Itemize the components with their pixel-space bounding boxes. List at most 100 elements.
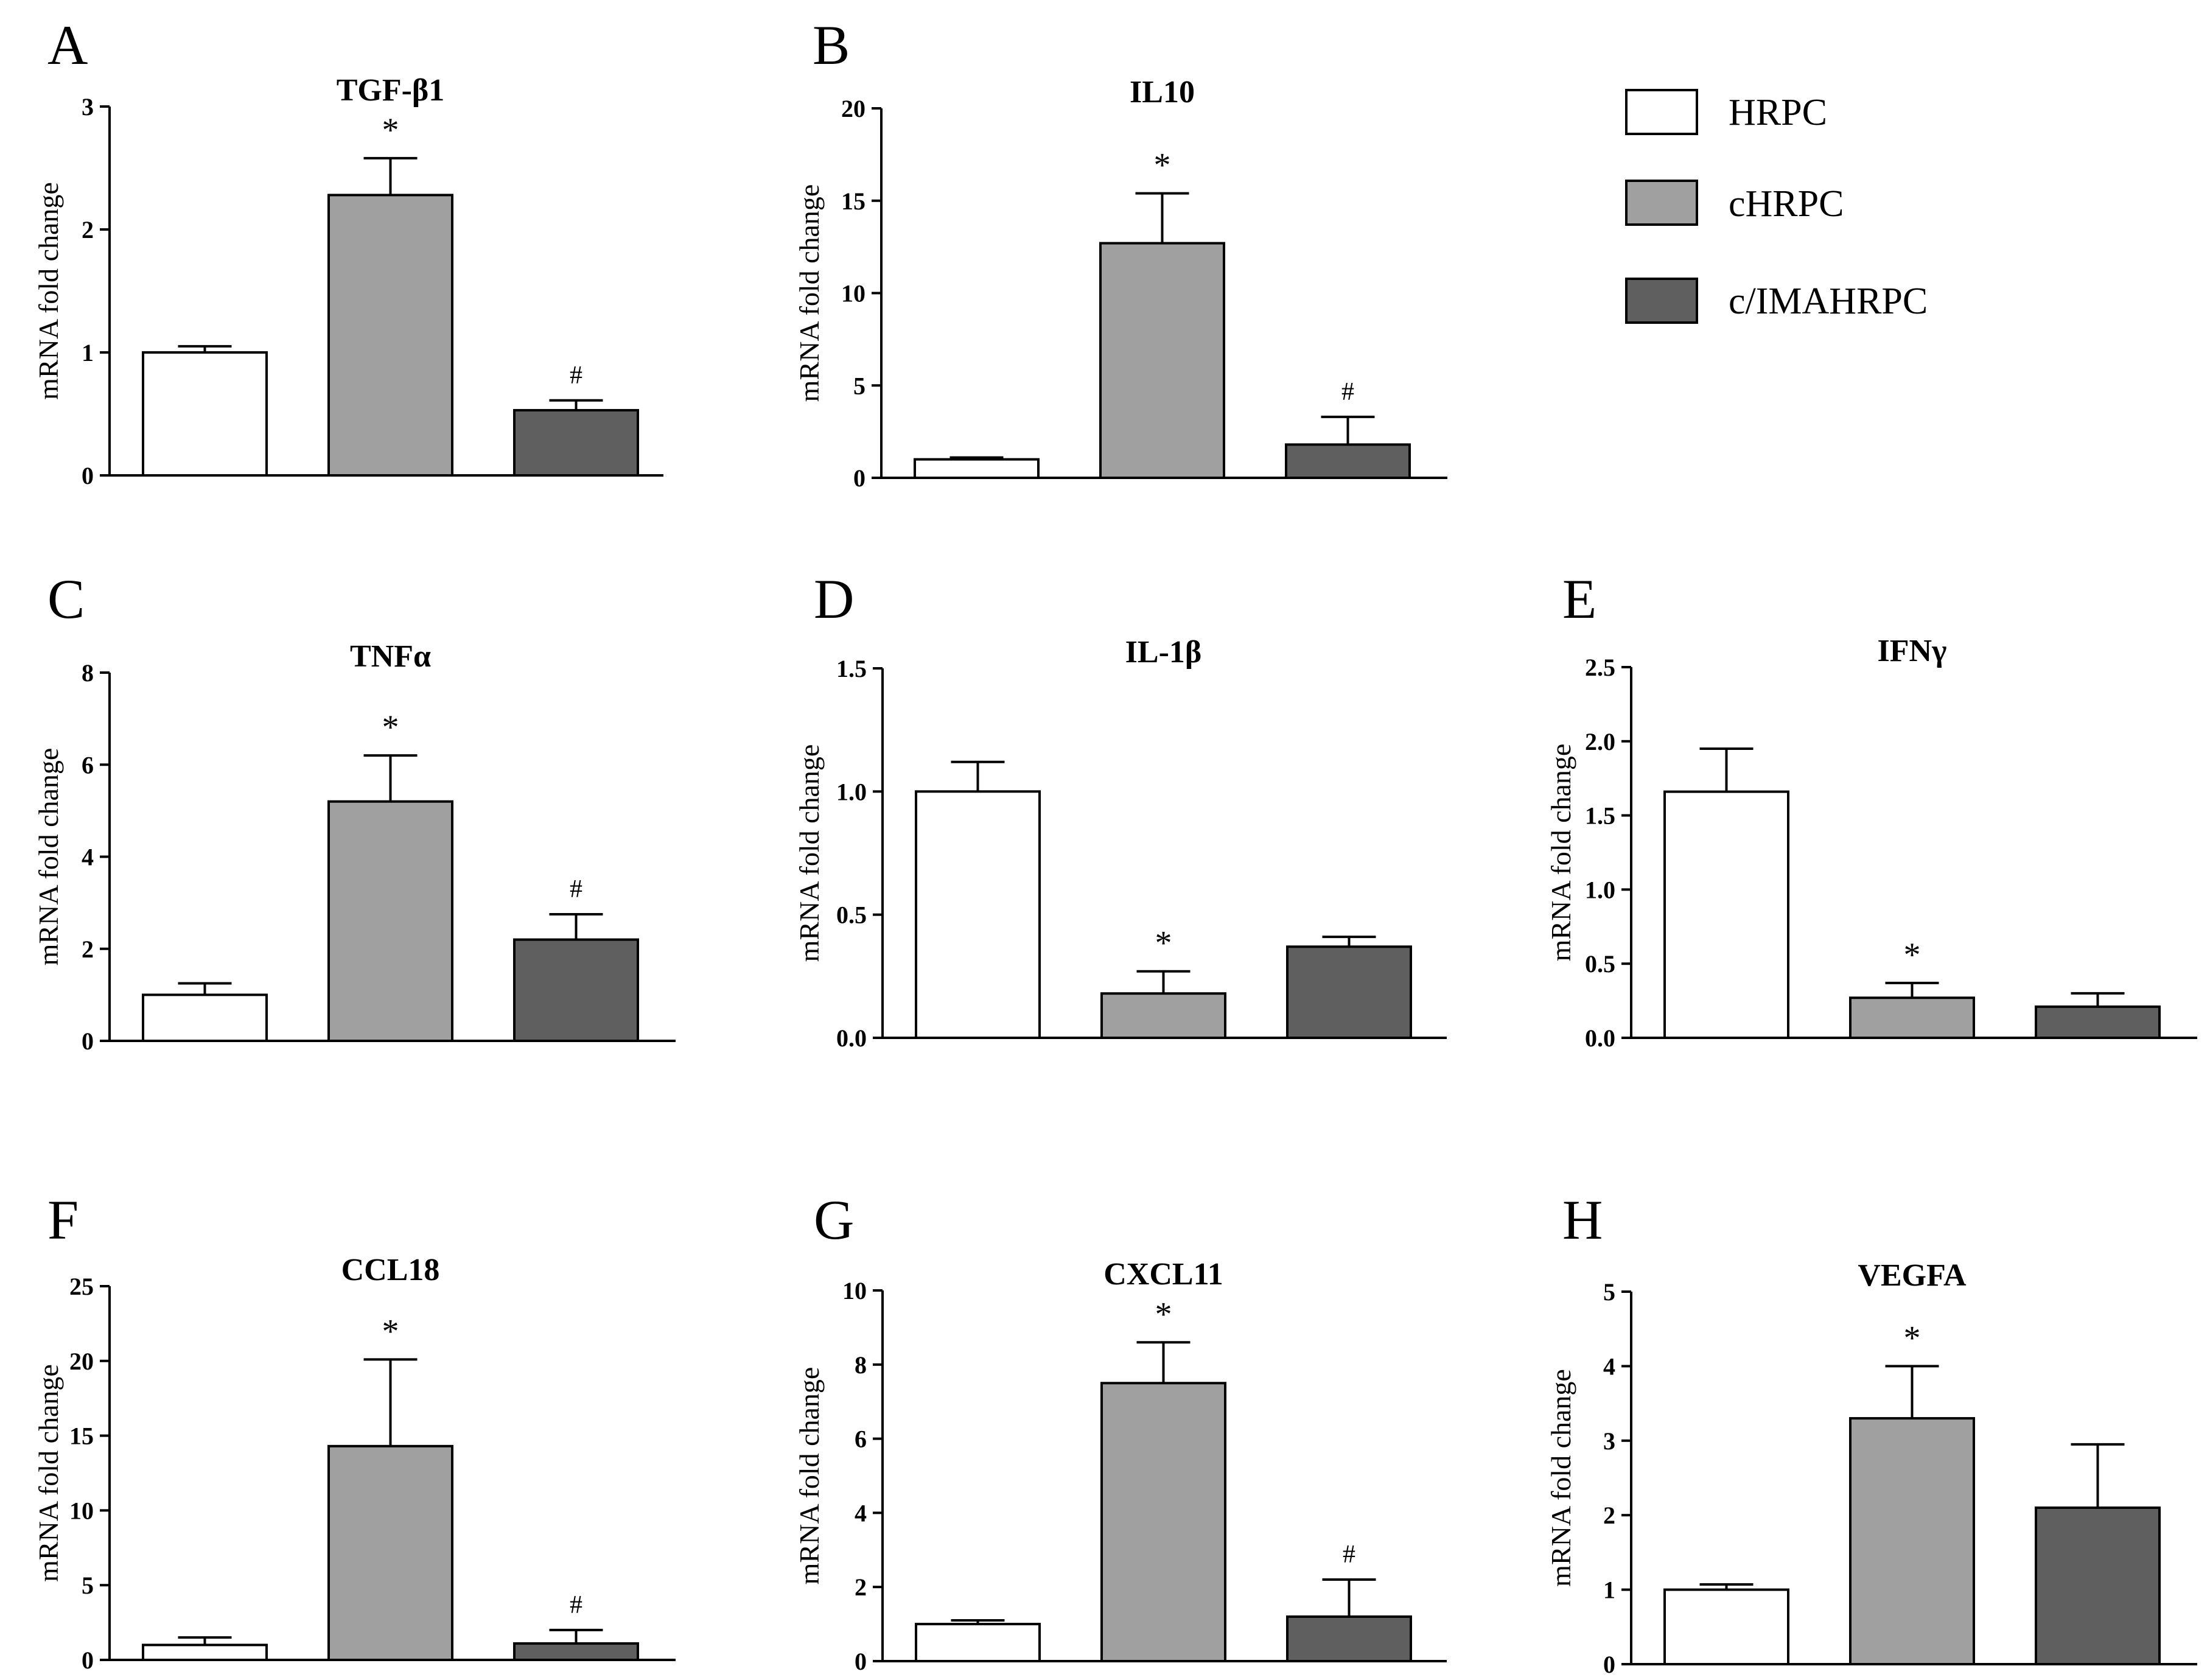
bar-e-0	[1663, 790, 1789, 1040]
panel-letter-a: A	[47, 14, 88, 76]
y-tick-label-c-3: 6	[82, 751, 94, 779]
panel-letter-b: B	[813, 14, 850, 76]
legend-label-hrpc: HRPC	[1729, 92, 1827, 133]
panel-e: E IFNγ mRNA fold change 0.0 0.5 1.0 1.5 2.0 2.5 *	[1545, 568, 2197, 1052]
y-tick-label-c-1: 2	[82, 936, 94, 963]
significance-mark-a-1: *	[382, 111, 399, 149]
legend: HRPC cHRPC c/IMAHRPC	[1625, 89, 1928, 324]
panel-a: A TGF-β1 mRNA fold change 0 1 2 3 * #	[33, 14, 663, 489]
panel-letter-g: G	[814, 1189, 854, 1251]
y-tick-label-g-1: 2	[855, 1573, 867, 1601]
y-tick-label-e-2: 1.0	[1585, 876, 1615, 903]
significance-mark-a-2: #	[570, 362, 582, 390]
chart-title-b: IL10	[1130, 75, 1195, 110]
significance-mark-c-1: *	[382, 709, 399, 746]
y-axis-label-e: mRNA fold change	[1545, 744, 1576, 962]
y-axis-label-b: mRNA fold change	[794, 184, 825, 402]
chart-title-a: TGF-β1	[337, 73, 445, 108]
panel-g: G CXCL11 mRNA fold change 0 2 4 6 8 10 * #	[794, 1189, 1447, 1675]
y-tick-label-b-3: 15	[841, 187, 865, 215]
y-tick-label-e-5: 2.5	[1585, 654, 1615, 681]
y-tick-label-c-2: 4	[82, 844, 94, 871]
panel-letter-f: F	[47, 1189, 79, 1251]
y-axis-label-h: mRNA fold change	[1545, 1369, 1576, 1587]
bar-c-0	[142, 993, 268, 1042]
bar-g-2	[1286, 1615, 1412, 1662]
y-tick-label-e-3: 1.5	[1585, 802, 1615, 830]
significance-mark-f-1: *	[382, 1312, 399, 1350]
significance-mark-f-2: #	[570, 1591, 582, 1619]
y-axis-label-f: mRNA fold change	[33, 1364, 64, 1582]
y-axis-label-c: mRNA fold change	[33, 748, 64, 966]
y-tick-label-g-3: 6	[855, 1426, 867, 1453]
panel-h: H VEGFA mRNA fold change 0 1 2 3 4 5 *	[1545, 1189, 2197, 1678]
bar-f-1	[327, 1444, 453, 1661]
panel-c: C TNFα mRNA fold change 0 2 4 6 8 * #	[33, 568, 676, 1055]
y-tick-label-h-4: 4	[1603, 1353, 1615, 1380]
significance-mark-c-2: #	[570, 875, 582, 903]
panel-b: B IL10 mRNA fold change 0 5 10 15 20 * #	[794, 14, 1447, 492]
bar-g-0	[915, 1623, 1041, 1663]
y-tick-label-d-3: 1.5	[836, 655, 867, 682]
legend-swatch-chrpc	[1625, 180, 1698, 226]
bar-a-1	[327, 194, 453, 477]
y-tick-label-d-1: 0.5	[836, 901, 867, 929]
significance-mark-g-2: #	[1343, 1541, 1355, 1569]
y-tick-label-a-1: 1	[82, 339, 94, 366]
panel-letter-h: H	[1562, 1189, 1603, 1251]
bar-b-0	[914, 458, 1040, 480]
y-tick-label-b-4: 20	[841, 95, 865, 122]
bar-h-2	[2035, 1506, 2161, 1665]
significance-mark-g-1: *	[1155, 1295, 1172, 1333]
panel-letter-c: C	[47, 568, 85, 630]
y-tick-label-f-0: 0	[82, 1647, 94, 1674]
y-tick-label-f-1: 5	[82, 1572, 94, 1599]
y-tick-label-g-5: 10	[842, 1277, 867, 1304]
bar-h-0	[1663, 1588, 1789, 1666]
bar-c-2	[513, 938, 639, 1042]
legend-label-cimahrpc: c/IMAHRPC	[1729, 281, 1928, 322]
y-tick-label-f-4: 20	[69, 1348, 94, 1375]
y-tick-label-f-2: 10	[69, 1497, 94, 1524]
y-tick-label-e-4: 2.0	[1585, 728, 1615, 755]
legend-swatch-cimahrpc	[1625, 278, 1698, 324]
y-tick-label-h-5: 5	[1603, 1278, 1615, 1306]
bar-f-0	[142, 1643, 268, 1661]
bar-d-2	[1286, 945, 1412, 1039]
y-tick-label-f-3: 15	[69, 1423, 94, 1450]
y-tick-label-h-2: 2	[1603, 1502, 1615, 1529]
y-axis-label-a: mRNA fold change	[33, 182, 64, 400]
y-tick-label-c-0: 0	[82, 1027, 94, 1055]
y-tick-label-h-3: 3	[1603, 1427, 1615, 1455]
chart-title-h: VEGFA	[1858, 1258, 1967, 1293]
panels: A TGF-β1 mRNA fold change 0 1 2 3 * # B IL10 mRNA f…	[33, 14, 2197, 1678]
y-tick-label-g-4: 8	[855, 1351, 867, 1379]
legend-item-hrpc: HRPC	[1625, 89, 1827, 135]
chart-title-e: IFNγ	[1878, 634, 1947, 668]
panel-letter-d: D	[814, 568, 854, 630]
y-tick-label-b-1: 5	[853, 372, 865, 399]
y-axis-label-g: mRNA fold change	[794, 1367, 825, 1585]
bar-c-1	[327, 800, 453, 1042]
y-tick-label-h-1: 1	[1603, 1577, 1615, 1604]
y-tick-label-e-1: 0.5	[1585, 950, 1615, 978]
y-tick-label-a-2: 2	[82, 216, 94, 243]
y-tick-label-c-4: 8	[82, 659, 94, 687]
significance-mark-b-1: *	[1154, 147, 1171, 184]
bar-a-2	[513, 408, 639, 477]
y-tick-label-d-0: 0.0	[836, 1024, 867, 1052]
chart-title-f: CCL18	[341, 1253, 440, 1287]
panel-d: D IL-1β mRNA fold change 0.0 0.5 1.0 1.5 *	[794, 568, 1447, 1052]
bar-b-1	[1099, 242, 1225, 479]
y-tick-label-g-2: 4	[855, 1499, 867, 1527]
legend-item-cimahrpc: c/IMAHRPC	[1625, 278, 1928, 324]
y-tick-label-d-2: 1.0	[836, 778, 867, 805]
bar-e-1	[1849, 996, 1975, 1040]
legend-item-chrpc: cHRPC	[1625, 180, 1844, 226]
bar-b-2	[1285, 443, 1411, 479]
legend-label-chrpc: cHRPC	[1729, 183, 1844, 225]
y-tick-label-a-3: 3	[82, 93, 94, 121]
bar-g-1	[1100, 1382, 1226, 1662]
significance-mark-d-1: *	[1155, 925, 1172, 962]
